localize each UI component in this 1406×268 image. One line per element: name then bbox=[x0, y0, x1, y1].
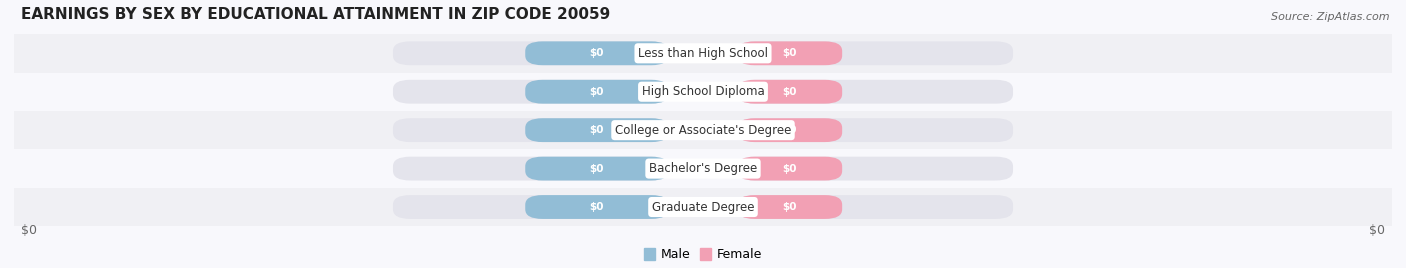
FancyBboxPatch shape bbox=[738, 157, 842, 181]
FancyBboxPatch shape bbox=[738, 41, 842, 65]
FancyBboxPatch shape bbox=[738, 80, 842, 104]
Text: Bachelor's Degree: Bachelor's Degree bbox=[650, 162, 756, 175]
FancyBboxPatch shape bbox=[738, 80, 1012, 104]
FancyBboxPatch shape bbox=[392, 41, 669, 65]
Bar bbox=[14, 149, 1392, 188]
FancyBboxPatch shape bbox=[738, 118, 842, 142]
Text: Less than High School: Less than High School bbox=[638, 47, 768, 60]
Text: $0: $0 bbox=[783, 202, 797, 212]
Text: Graduate Degree: Graduate Degree bbox=[652, 200, 754, 214]
Bar bbox=[14, 73, 1392, 111]
FancyBboxPatch shape bbox=[392, 80, 669, 104]
Text: $0: $0 bbox=[783, 87, 797, 97]
FancyBboxPatch shape bbox=[738, 195, 842, 219]
Bar bbox=[14, 34, 1392, 73]
Bar bbox=[14, 111, 1392, 149]
Text: High School Diploma: High School Diploma bbox=[641, 85, 765, 98]
Text: $0: $0 bbox=[589, 202, 605, 212]
Text: $0: $0 bbox=[1369, 224, 1385, 237]
FancyBboxPatch shape bbox=[392, 157, 669, 181]
FancyBboxPatch shape bbox=[526, 41, 669, 65]
Text: EARNINGS BY SEX BY EDUCATIONAL ATTAINMENT IN ZIP CODE 20059: EARNINGS BY SEX BY EDUCATIONAL ATTAINMEN… bbox=[21, 7, 610, 22]
FancyBboxPatch shape bbox=[526, 157, 669, 181]
Text: $0: $0 bbox=[589, 163, 605, 174]
FancyBboxPatch shape bbox=[738, 195, 1012, 219]
FancyBboxPatch shape bbox=[392, 118, 669, 142]
FancyBboxPatch shape bbox=[526, 195, 669, 219]
Text: $0: $0 bbox=[589, 125, 605, 135]
Text: Source: ZipAtlas.com: Source: ZipAtlas.com bbox=[1271, 12, 1389, 22]
FancyBboxPatch shape bbox=[392, 195, 669, 219]
Bar bbox=[14, 188, 1392, 226]
Text: College or Associate's Degree: College or Associate's Degree bbox=[614, 124, 792, 137]
FancyBboxPatch shape bbox=[526, 118, 669, 142]
Text: $0: $0 bbox=[589, 87, 605, 97]
Text: $0: $0 bbox=[783, 48, 797, 58]
FancyBboxPatch shape bbox=[738, 157, 1012, 181]
Legend: Male, Female: Male, Female bbox=[640, 243, 766, 266]
FancyBboxPatch shape bbox=[738, 118, 1012, 142]
FancyBboxPatch shape bbox=[526, 80, 669, 104]
Text: $0: $0 bbox=[589, 48, 605, 58]
Text: $0: $0 bbox=[783, 125, 797, 135]
Text: $0: $0 bbox=[783, 163, 797, 174]
FancyBboxPatch shape bbox=[738, 41, 1012, 65]
Text: $0: $0 bbox=[21, 224, 37, 237]
